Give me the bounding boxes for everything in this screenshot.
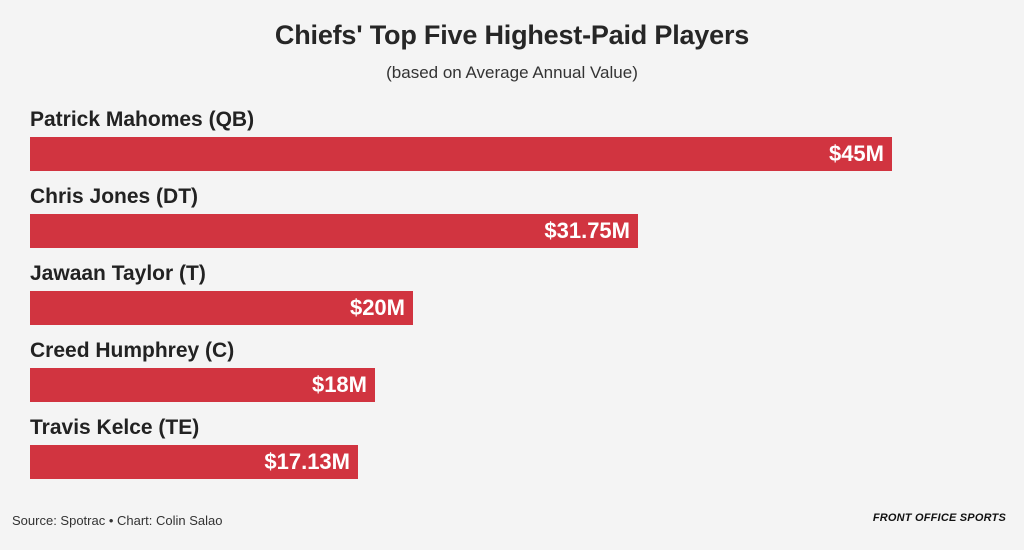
bar-value-label: $45M (828, 141, 884, 166)
bar-value-label: $20M (349, 295, 405, 320)
source-credit: Source: Spotrac • Chart: Colin Salao (12, 513, 223, 528)
chart-subtitle: (based on Average Annual Value) (386, 63, 638, 82)
bar-label: Jawaan Taylor (T) (30, 262, 206, 285)
brand-logo: FRONT OFFICE SPORTS (872, 512, 1006, 524)
bar-label: Chris Jones (DT) (30, 185, 199, 208)
bar-label: Creed Humphrey (C) (30, 339, 235, 362)
bar: $17.13M (30, 445, 358, 479)
bar-value-label: $18M (311, 372, 367, 397)
bar-label: Travis Kelce (TE) (30, 416, 200, 439)
bar-label: Patrick Mahomes (QB) (30, 108, 255, 131)
bar-value-label: $31.75M (544, 218, 630, 243)
bar: $20M (30, 291, 413, 325)
bar-value-label: $17.13M (264, 449, 350, 474)
chart-title: Chiefs' Top Five Highest-Paid Players (274, 20, 750, 50)
bar: $31.75M (30, 214, 638, 248)
bar: $45M (30, 137, 892, 171)
bar: $18M (30, 368, 375, 402)
